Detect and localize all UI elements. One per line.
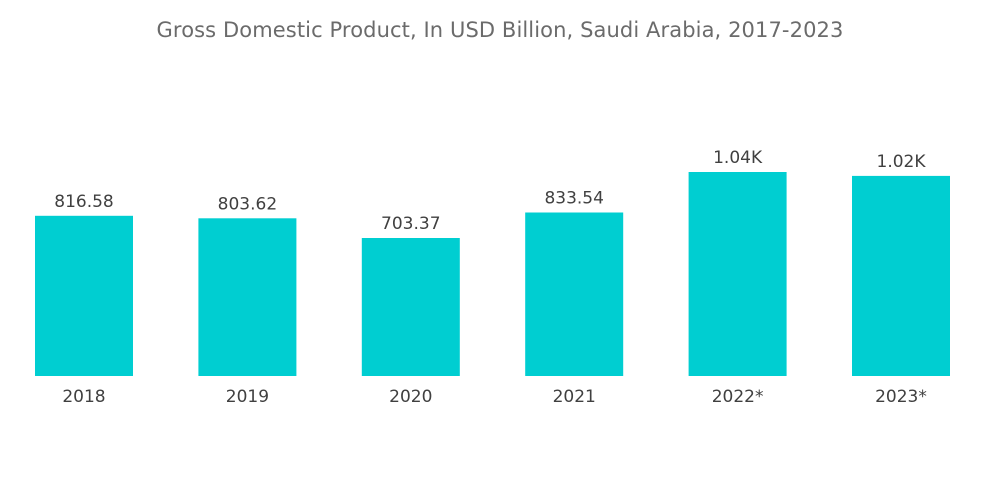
bar-2018 <box>35 215 133 376</box>
bar-2020 <box>361 238 460 376</box>
data-label-2021: 833.54 <box>544 189 603 209</box>
x-tick-label-2020: 2020 <box>389 387 432 407</box>
chart-title: Gross Domestic Product, In USD Billion, … <box>156 18 844 42</box>
bar-2023-projected <box>852 175 950 376</box>
data-label-2022-projected: 1.04K <box>713 148 763 168</box>
data-label-2020: 703.37 <box>381 214 440 234</box>
x-tick-label-2018: 2018 <box>62 387 105 407</box>
data-label-2018: 816.58 <box>54 192 113 212</box>
x-tick-label-2019: 2019 <box>226 387 269 407</box>
data-label-2023-projected: 1.02K <box>877 152 927 172</box>
bar-2021 <box>525 212 624 376</box>
data-label-2019: 803.62 <box>218 194 277 214</box>
bar-2019 <box>198 218 297 376</box>
bar-2022-projected <box>688 172 787 376</box>
x-tick-label-2023-projected: 2023* <box>875 387 927 407</box>
bars-layer: 816.58 2018 803.62 2019 703.37 2020 833.54 2021… <box>35 148 950 407</box>
x-tick-label-2021: 2021 <box>553 387 596 407</box>
x-tick-label-2022-projected: 2022* <box>712 387 764 407</box>
